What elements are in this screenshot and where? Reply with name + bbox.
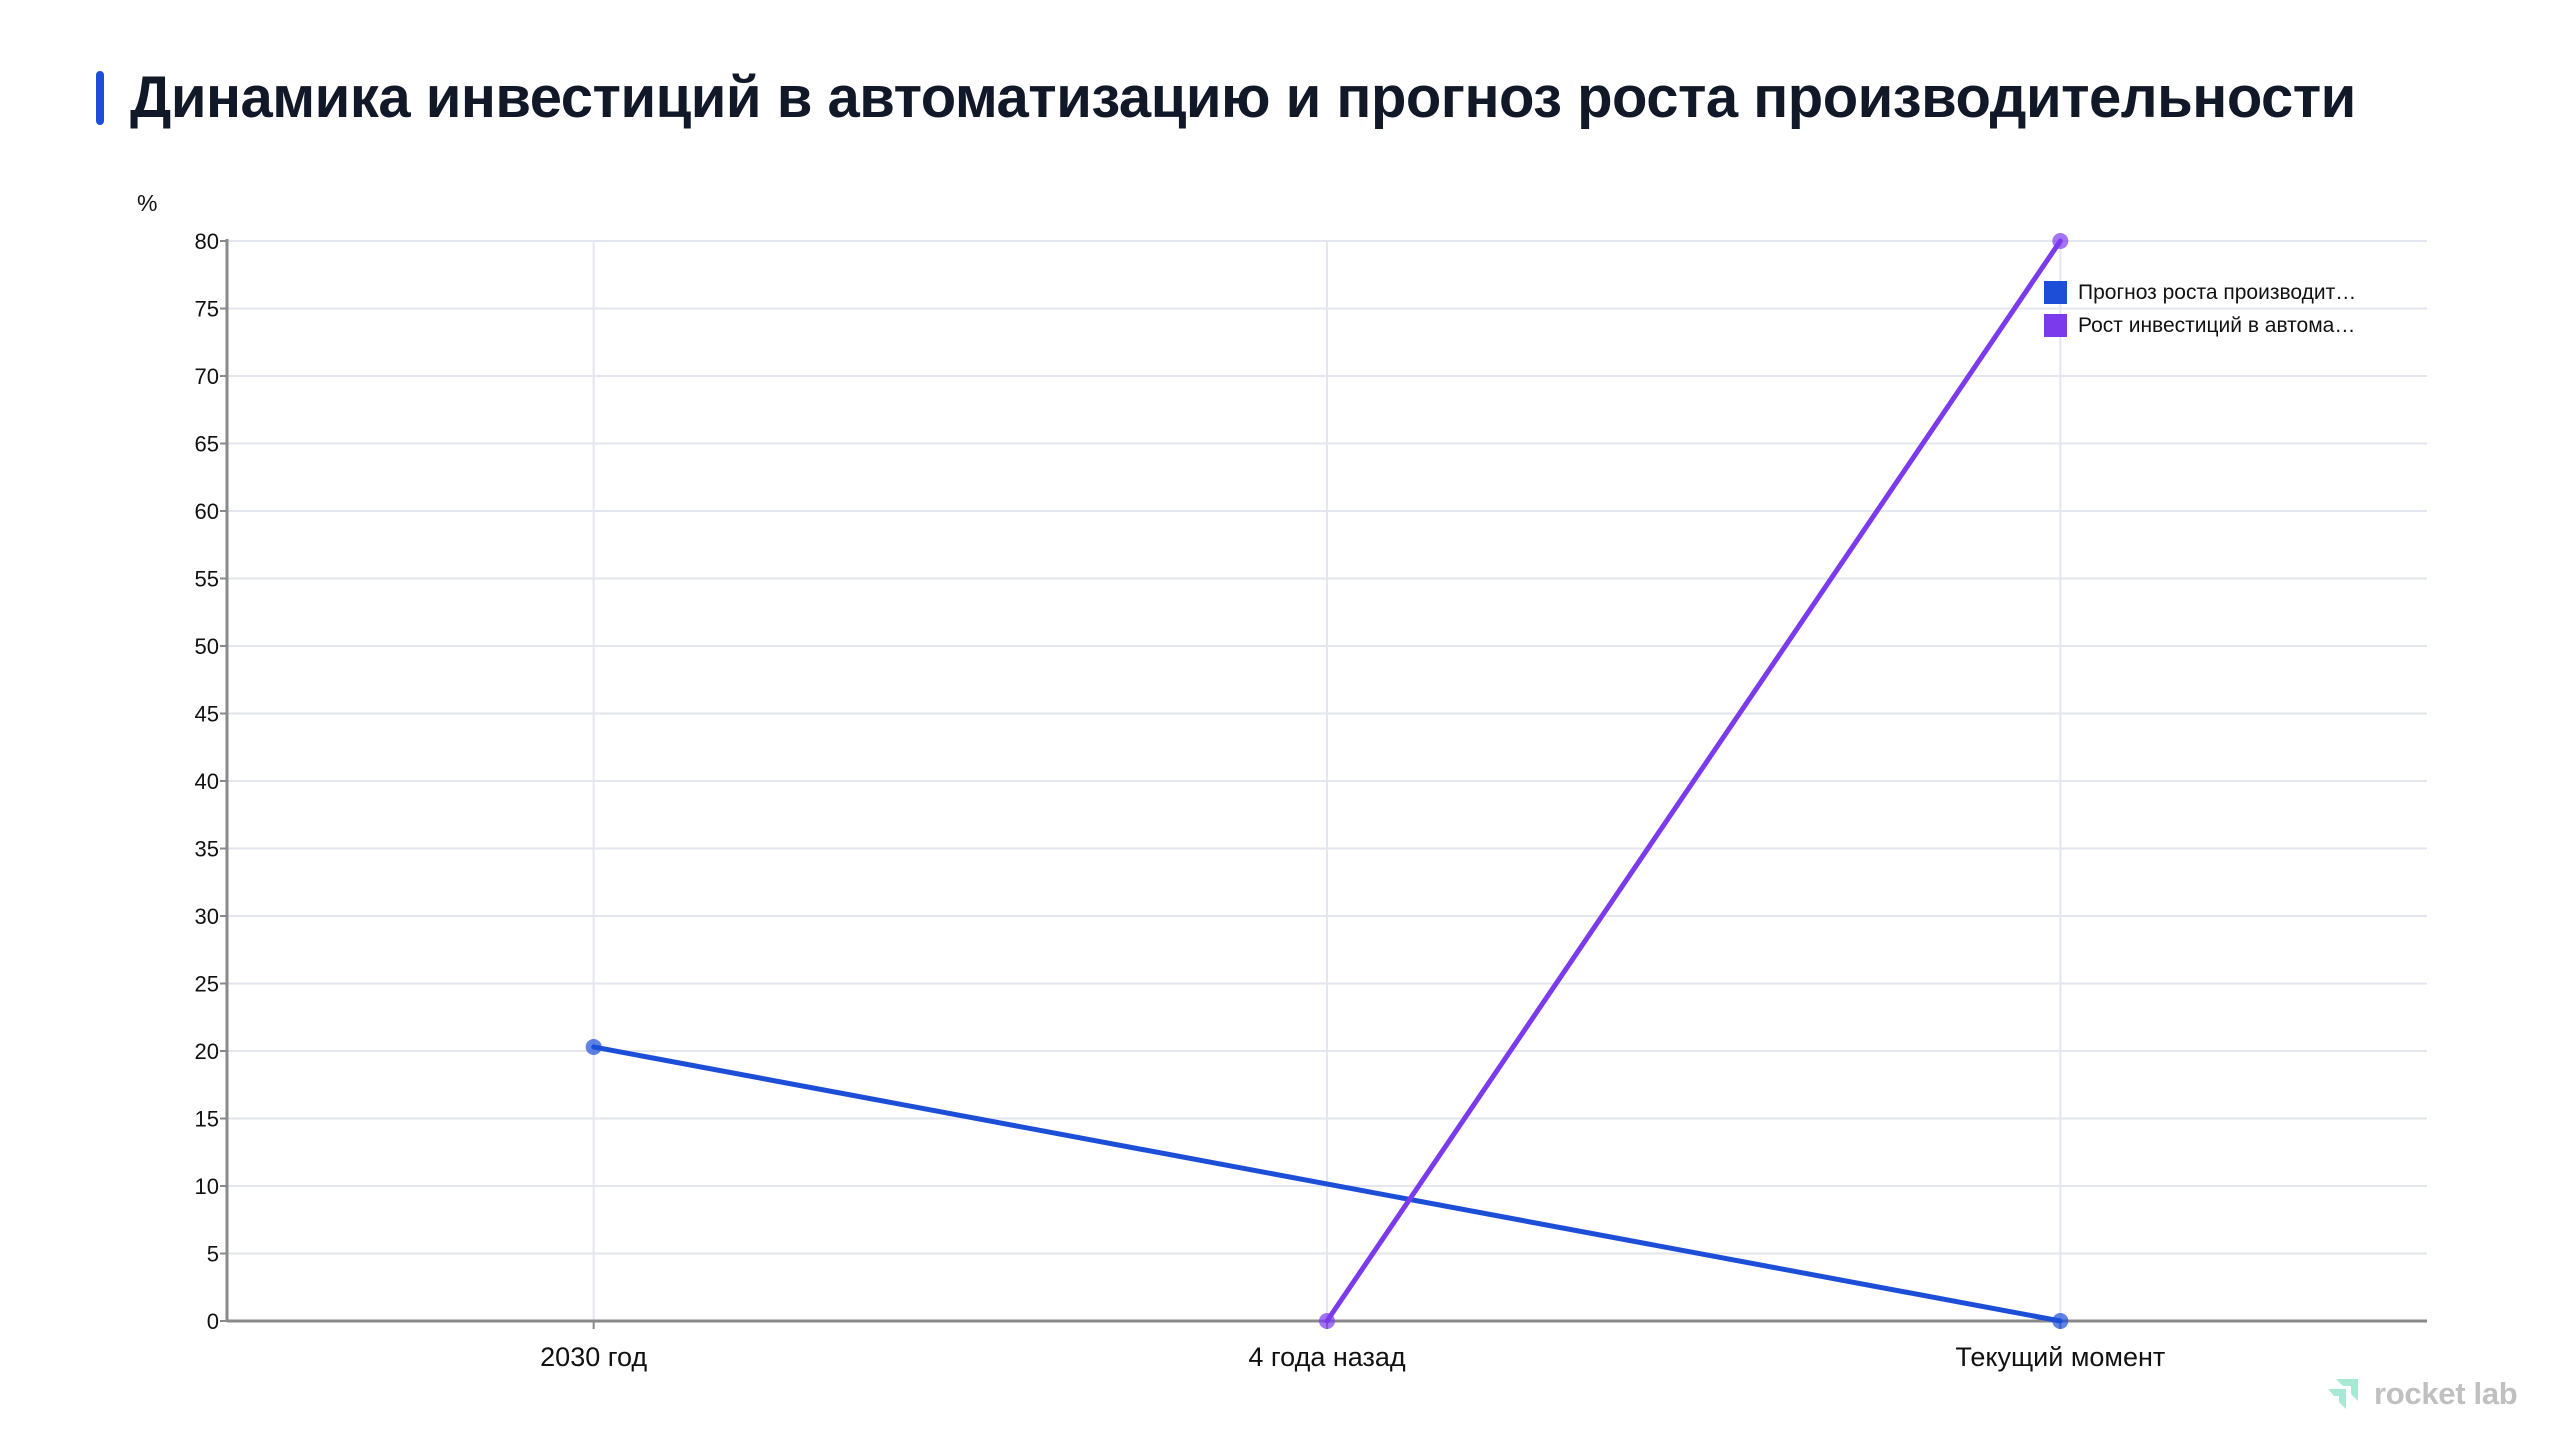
x-tick-label: Текущий момент xyxy=(1955,1342,2165,1372)
legend-label: Прогноз роста производит… xyxy=(2078,280,2357,304)
y-tick-label: 75 xyxy=(195,297,219,322)
y-tick-label: 35 xyxy=(195,837,219,862)
y-tick-label: 10 xyxy=(195,1174,219,1199)
data-point[interactable] xyxy=(585,1038,602,1055)
page-title: Динамика инвестиций в автоматизацию и пр… xyxy=(130,65,2356,130)
y-tick-label: 30 xyxy=(195,904,219,929)
y-axis-ticks: 0 5 10 15 20 25 30 35 40 45 50 55 60 65 70 75 80 xyxy=(195,229,227,1334)
chart-gridlines xyxy=(227,240,2427,1321)
chart-series xyxy=(585,233,2069,1329)
data-point[interactable] xyxy=(2052,233,2069,249)
legend-item-automation-investment[interactable]: Рост инвестиций в автома… xyxy=(2044,309,2356,342)
y-tick-label: 20 xyxy=(195,1039,219,1064)
series-line xyxy=(591,1044,2063,1324)
legend-item-productivity-forecast[interactable]: Прогноз роста производит… xyxy=(2044,276,2356,309)
brand-logo: rocket lab xyxy=(2326,1376,2518,1412)
y-tick-label: 55 xyxy=(195,567,219,592)
y-tick-label: 40 xyxy=(195,769,219,794)
x-tick-label: 2030 год xyxy=(540,1342,647,1372)
y-tick-label: 15 xyxy=(195,1107,219,1132)
legend-label: Рост инвестиций в автома… xyxy=(2078,313,2356,337)
y-tick-label: 50 xyxy=(195,634,219,659)
y-tick-label: 0 xyxy=(207,1309,219,1334)
series-line xyxy=(1324,238,2063,1324)
y-tick-label: 45 xyxy=(195,702,219,727)
data-point[interactable] xyxy=(2052,1313,2069,1329)
brand-name: rocket lab xyxy=(2374,1376,2518,1411)
y-tick-label: 5 xyxy=(207,1242,219,1267)
y-tick-label: 25 xyxy=(195,972,219,997)
legend-swatch-icon xyxy=(2044,314,2067,337)
series-1 xyxy=(1319,233,2069,1329)
legend-swatch-icon xyxy=(2044,281,2067,304)
y-tick-label: 60 xyxy=(195,499,219,524)
data-point[interactable] xyxy=(1319,1313,1335,1329)
y-tick-label: 80 xyxy=(195,229,219,254)
x-axis-ticks: 2030 год 4 года назад Текущий момент xyxy=(540,1321,2165,1372)
series-0 xyxy=(585,1038,2069,1329)
y-tick-label: 65 xyxy=(195,432,219,457)
chart-legend: Прогноз роста производит… Рост инвестици… xyxy=(2044,276,2356,342)
y-axis-unit-label: % xyxy=(137,190,158,216)
x-tick-label: 4 года назад xyxy=(1248,1342,1405,1372)
title-accent-bar xyxy=(96,71,104,125)
y-tick-label: 70 xyxy=(195,364,219,389)
rocket-lab-arrow-icon xyxy=(2328,1379,2358,1409)
